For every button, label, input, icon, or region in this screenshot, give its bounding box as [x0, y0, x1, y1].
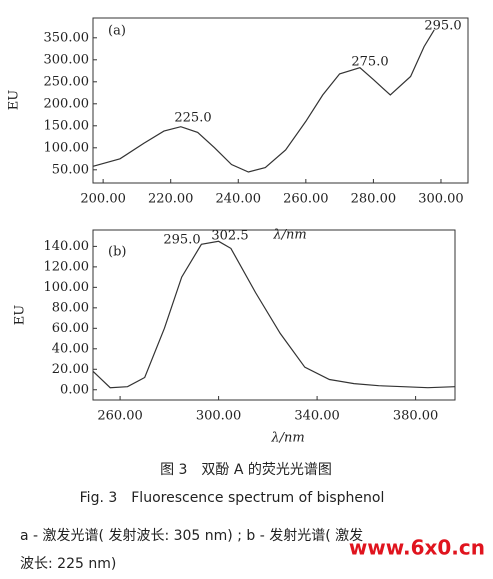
- x-tick-label: 380.00: [393, 409, 439, 424]
- y-tick-label: 60.00: [52, 321, 89, 336]
- plot-frame: [92, 17, 469, 184]
- x-tick-label: 280.00: [351, 192, 397, 207]
- y-tick-label: 20.00: [52, 362, 89, 377]
- panel-label: (b): [108, 245, 126, 260]
- caption-en: Fig. 3 Fluorescence spectrum of bispheno…: [80, 490, 385, 506]
- y-tick-label: 350.00: [44, 30, 90, 45]
- x-tick-label: 200.00: [80, 192, 126, 207]
- x-tick-label: 220.00: [148, 192, 194, 207]
- panel-label: (a): [108, 24, 126, 39]
- y-tick-label: 40.00: [52, 341, 89, 356]
- peak-label: 302.5: [211, 229, 248, 244]
- y-tick-label: 80.00: [52, 300, 89, 315]
- plot-frame: [92, 229, 456, 401]
- y-tick-label: 0.00: [60, 382, 89, 397]
- x-tick-label: 260.00: [97, 409, 143, 424]
- x-tick-label: 260.00: [283, 192, 329, 207]
- line-series: [92, 240, 456, 389]
- y-tick-label: 140.00: [44, 239, 90, 254]
- caption-note: 波长: 225 nm): [20, 556, 116, 572]
- x-tick-label: 300.00: [196, 409, 242, 424]
- watermark: www.6x0.cn: [349, 536, 485, 560]
- y-tick-label: 50.00: [52, 162, 89, 177]
- y-tick-label: 100.00: [44, 280, 90, 295]
- y-tick-label: 120.00: [44, 259, 90, 274]
- x-tick-label: 300.00: [418, 192, 464, 207]
- y-tick-label: 300.00: [44, 52, 90, 67]
- x-axis-label: λ/nm: [272, 228, 306, 243]
- x-tick-label: 240.00: [216, 192, 262, 207]
- caption-note: a - 激发光谱( 发射波长: 305 nm) ; b - 发射光谱( 激发: [20, 527, 363, 544]
- caption-cn: 图 3 双酚 A 的荧光光谱图: [160, 461, 332, 478]
- y-axis-label: EU: [13, 305, 28, 325]
- x-tick-label: 340.00: [294, 409, 340, 424]
- x-axis-label: λ/nm: [270, 431, 304, 446]
- y-tick-label: 150.00: [44, 118, 90, 133]
- y-axis-label: EU: [7, 90, 22, 110]
- peak-label: 275.0: [351, 55, 388, 70]
- y-tick-label: 250.00: [44, 74, 90, 89]
- peak-label: 295.0: [163, 233, 200, 248]
- y-tick-label: 100.00: [44, 140, 90, 155]
- peak-label: 225.0: [174, 111, 211, 126]
- line-series: [92, 29, 435, 173]
- peak-label: 295.0: [424, 19, 461, 34]
- y-tick-label: 200.00: [44, 96, 90, 111]
